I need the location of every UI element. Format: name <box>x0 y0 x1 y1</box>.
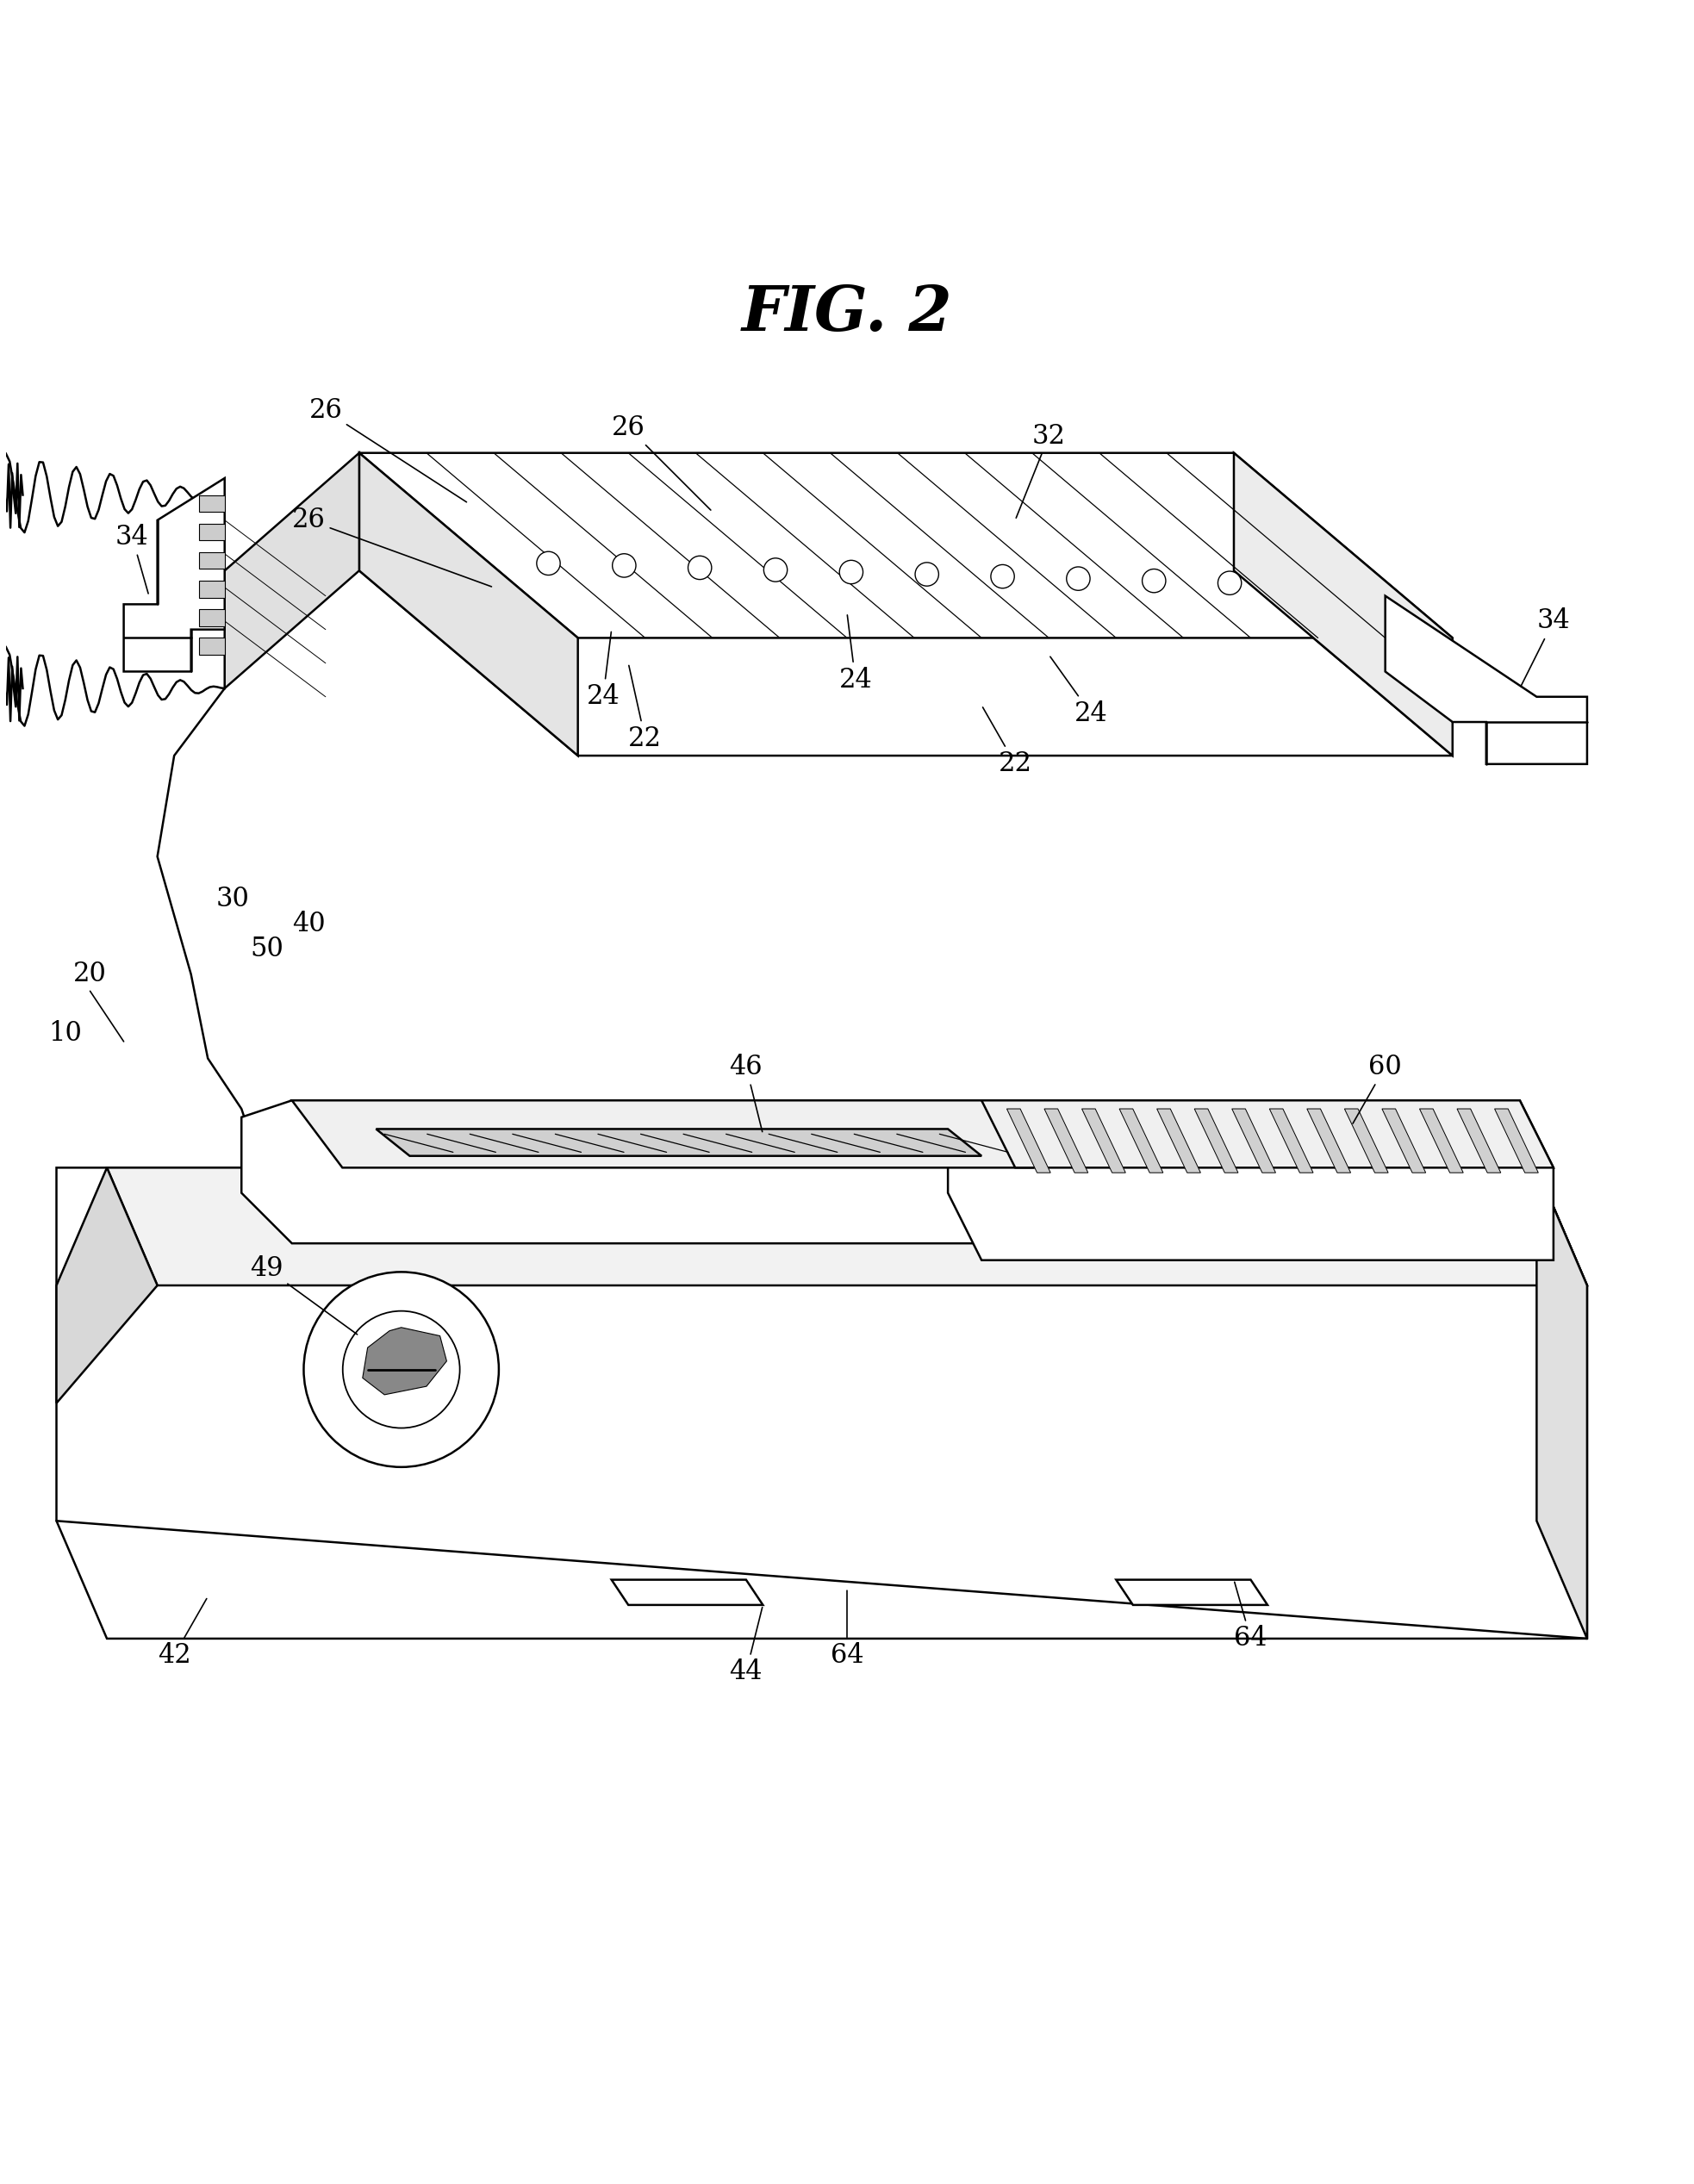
Text: 24: 24 <box>1050 657 1108 727</box>
Polygon shape <box>200 638 225 655</box>
Circle shape <box>612 555 635 577</box>
Text: 64: 64 <box>1233 1581 1267 1651</box>
Polygon shape <box>612 1579 762 1605</box>
Polygon shape <box>7 454 225 725</box>
Polygon shape <box>1232 1109 1276 1173</box>
Text: 49: 49 <box>251 1256 357 1334</box>
Polygon shape <box>1536 1168 1587 1638</box>
Polygon shape <box>359 452 578 756</box>
Polygon shape <box>200 553 225 570</box>
Polygon shape <box>56 1168 1587 1638</box>
Text: 32: 32 <box>1016 424 1066 518</box>
Text: 24: 24 <box>839 616 872 692</box>
Polygon shape <box>376 1129 981 1155</box>
Text: 60: 60 <box>1354 1053 1403 1123</box>
Circle shape <box>537 553 561 574</box>
Polygon shape <box>493 1168 527 1227</box>
Text: 34: 34 <box>115 524 149 594</box>
Polygon shape <box>225 452 359 688</box>
Polygon shape <box>1120 1109 1164 1173</box>
Circle shape <box>915 563 938 585</box>
Polygon shape <box>359 570 1452 756</box>
Text: 20: 20 <box>73 961 107 987</box>
Text: 34: 34 <box>1521 607 1570 686</box>
Polygon shape <box>1457 1109 1501 1173</box>
Circle shape <box>303 1271 498 1468</box>
Polygon shape <box>1116 1579 1267 1605</box>
Polygon shape <box>1386 596 1587 764</box>
Polygon shape <box>949 1101 1553 1260</box>
Circle shape <box>688 557 711 579</box>
Polygon shape <box>1082 1109 1125 1173</box>
Polygon shape <box>1308 1109 1350 1173</box>
Text: 30: 30 <box>217 885 249 913</box>
Circle shape <box>991 566 1015 587</box>
Text: 24: 24 <box>586 631 620 710</box>
Polygon shape <box>200 496 225 511</box>
Polygon shape <box>1233 452 1452 756</box>
Circle shape <box>764 559 788 581</box>
Text: 50: 50 <box>251 935 283 963</box>
Polygon shape <box>1382 1109 1426 1173</box>
Text: 10: 10 <box>47 1020 81 1046</box>
Polygon shape <box>291 1101 1032 1168</box>
Circle shape <box>1142 570 1165 592</box>
Circle shape <box>342 1310 459 1428</box>
Polygon shape <box>363 1328 447 1396</box>
Text: 64: 64 <box>830 1590 864 1669</box>
Polygon shape <box>981 1101 1553 1168</box>
Polygon shape <box>56 1168 158 1402</box>
Text: 44: 44 <box>730 1607 762 1686</box>
Circle shape <box>1067 568 1089 590</box>
Polygon shape <box>1194 1109 1238 1173</box>
Text: 42: 42 <box>158 1599 207 1669</box>
Text: 22: 22 <box>983 708 1032 778</box>
Circle shape <box>840 561 862 583</box>
Polygon shape <box>1269 1109 1313 1173</box>
Polygon shape <box>1006 1109 1050 1173</box>
Text: 22: 22 <box>628 666 662 751</box>
Polygon shape <box>200 581 225 598</box>
Polygon shape <box>107 1168 1587 1286</box>
Polygon shape <box>1420 1109 1464 1173</box>
Polygon shape <box>124 478 225 670</box>
Text: FIG. 2: FIG. 2 <box>742 282 952 343</box>
Polygon shape <box>1345 1109 1387 1173</box>
Text: 46: 46 <box>730 1053 762 1131</box>
Circle shape <box>1218 572 1242 594</box>
Polygon shape <box>359 452 1452 638</box>
Text: 40: 40 <box>291 911 325 937</box>
Polygon shape <box>1494 1109 1538 1173</box>
Polygon shape <box>1157 1109 1201 1173</box>
Text: 26: 26 <box>612 415 711 511</box>
Text: 26: 26 <box>291 507 491 587</box>
Polygon shape <box>242 1101 1032 1243</box>
Text: 26: 26 <box>308 397 466 502</box>
Polygon shape <box>200 524 225 539</box>
Polygon shape <box>1044 1109 1088 1173</box>
Polygon shape <box>200 609 225 627</box>
